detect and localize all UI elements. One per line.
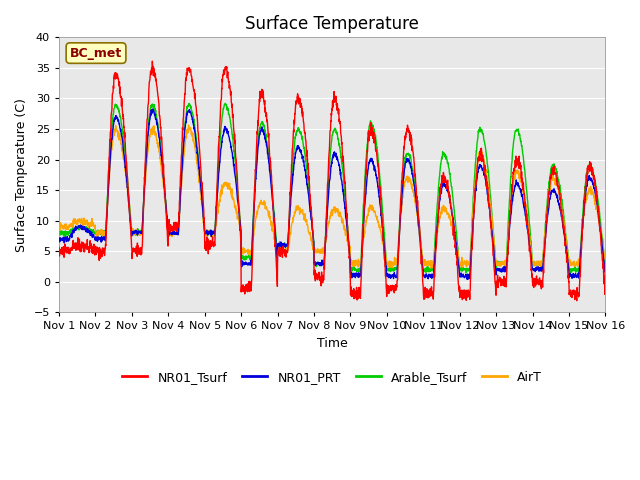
Y-axis label: Surface Temperature (C): Surface Temperature (C) [15,98,28,252]
Bar [59,221,605,251]
Bar [59,68,605,98]
Title: Surface Temperature: Surface Temperature [245,15,419,33]
Text: BC_met: BC_met [70,47,122,60]
Bar [59,129,605,159]
X-axis label: Time: Time [317,337,348,350]
Bar [59,282,605,312]
Bar [59,159,605,190]
Bar [59,98,605,129]
Legend: NR01_Tsurf, NR01_PRT, Arable_Tsurf, AirT: NR01_Tsurf, NR01_PRT, Arable_Tsurf, AirT [117,366,547,389]
Bar [59,251,605,282]
Bar [59,190,605,221]
Bar [59,37,605,68]
